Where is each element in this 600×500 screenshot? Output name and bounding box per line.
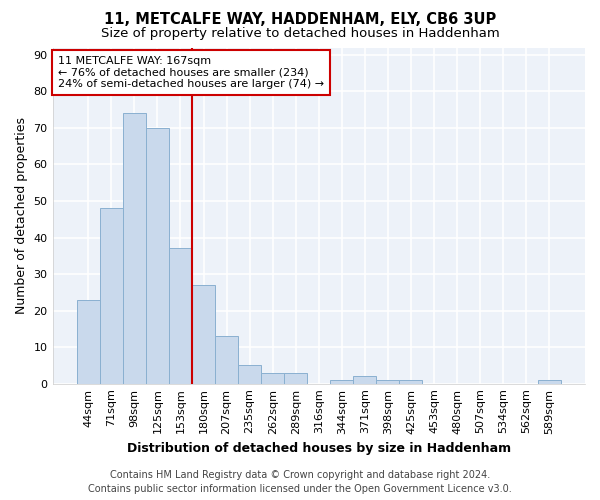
Text: Size of property relative to detached houses in Haddenham: Size of property relative to detached ho… xyxy=(101,28,499,40)
Bar xyxy=(192,285,215,384)
Bar xyxy=(538,380,561,384)
Bar xyxy=(146,128,169,384)
Bar xyxy=(100,208,123,384)
Bar xyxy=(77,300,100,384)
Bar xyxy=(376,380,400,384)
Text: 11, METCALFE WAY, HADDENHAM, ELY, CB6 3UP: 11, METCALFE WAY, HADDENHAM, ELY, CB6 3U… xyxy=(104,12,496,28)
Bar xyxy=(400,380,422,384)
Bar xyxy=(215,336,238,384)
Bar xyxy=(353,376,376,384)
Text: Contains HM Land Registry data © Crown copyright and database right 2024.
Contai: Contains HM Land Registry data © Crown c… xyxy=(88,470,512,494)
Y-axis label: Number of detached properties: Number of detached properties xyxy=(15,117,28,314)
Bar xyxy=(284,372,307,384)
Bar xyxy=(238,366,261,384)
Bar xyxy=(330,380,353,384)
Bar xyxy=(261,372,284,384)
Text: 11 METCALFE WAY: 167sqm
← 76% of detached houses are smaller (234)
24% of semi-d: 11 METCALFE WAY: 167sqm ← 76% of detache… xyxy=(58,56,324,89)
Bar xyxy=(169,248,192,384)
X-axis label: Distribution of detached houses by size in Haddenham: Distribution of detached houses by size … xyxy=(127,442,511,455)
Bar xyxy=(123,114,146,384)
